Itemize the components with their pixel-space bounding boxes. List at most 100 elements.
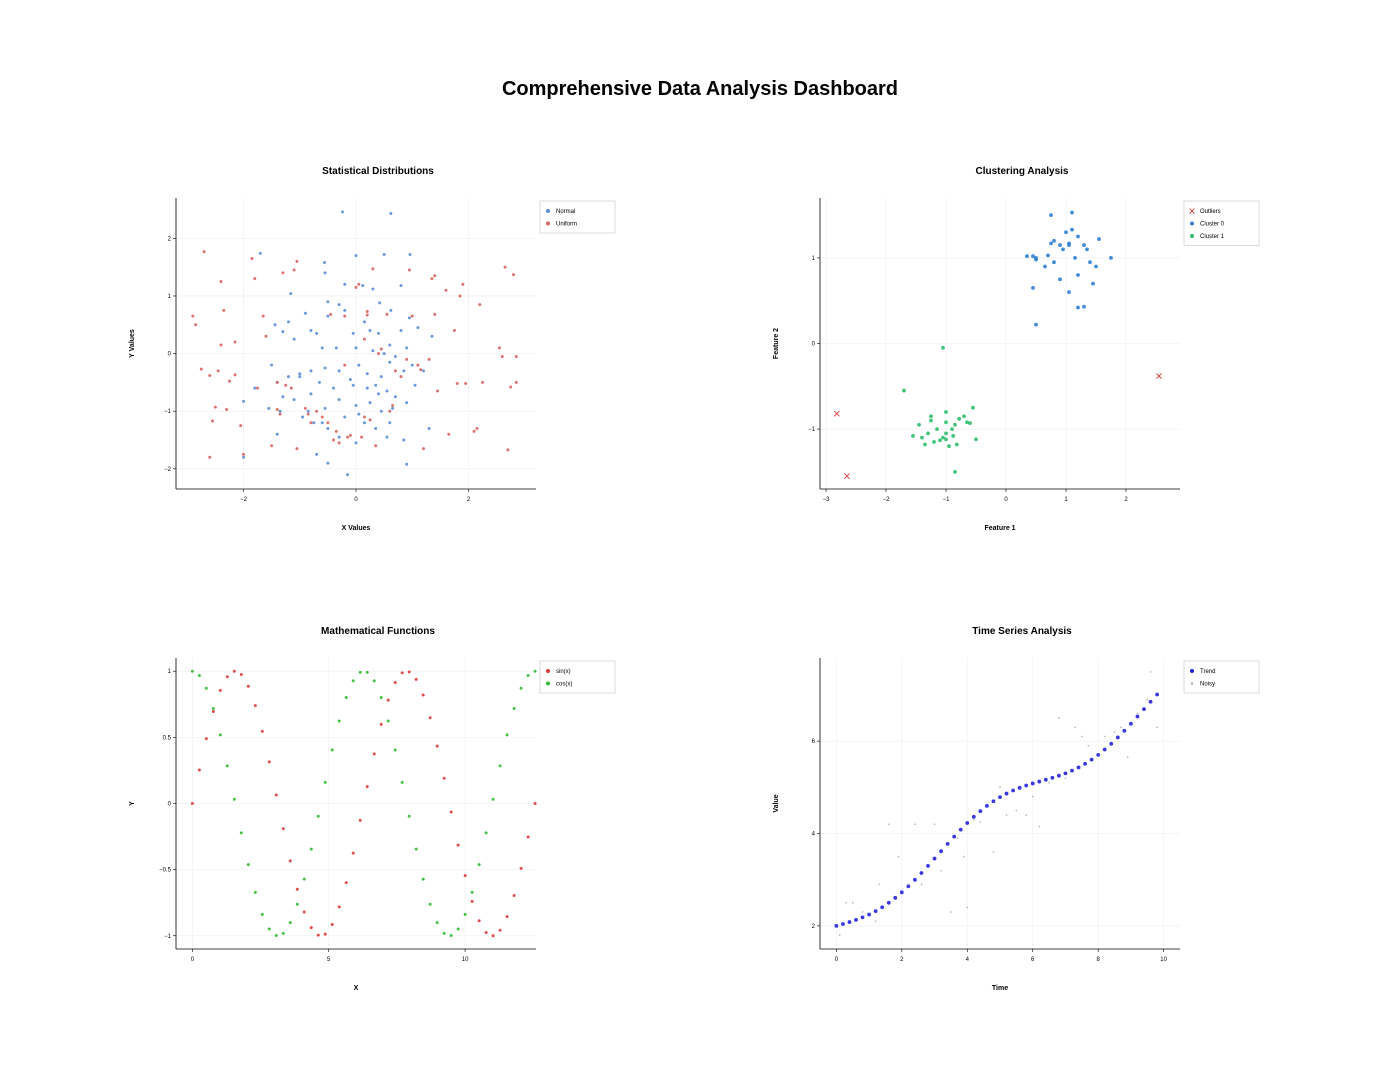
data-point [939, 849, 943, 854]
data-point [414, 847, 418, 851]
data-point [512, 894, 516, 898]
data-point [935, 427, 939, 431]
data-point [301, 415, 305, 419]
data-point [926, 431, 930, 436]
data-point [966, 906, 969, 909]
data-point [965, 821, 970, 825]
data-point [463, 912, 467, 916]
legend-marker-uniform [546, 221, 550, 226]
data-point [211, 709, 215, 713]
data-point [362, 421, 366, 425]
data-point [362, 337, 366, 341]
legend-box [1183, 660, 1260, 694]
data-point [253, 386, 257, 390]
data-point [232, 669, 236, 673]
data-point [344, 881, 348, 885]
data-point [941, 435, 945, 440]
data-point [941, 345, 945, 350]
data-point [351, 679, 355, 683]
data-point [343, 363, 347, 367]
data-point [1037, 779, 1042, 784]
data-point [213, 405, 217, 409]
data-point [1087, 744, 1090, 747]
data-point [992, 851, 995, 853]
data-point [860, 915, 865, 920]
y-tick-label: −1 [164, 934, 172, 940]
data-point [344, 695, 348, 699]
data-point [329, 312, 333, 316]
data-point [400, 780, 404, 784]
data-point [242, 399, 245, 403]
data-point [952, 834, 957, 839]
data-point [362, 415, 366, 419]
data-point [838, 934, 841, 937]
data-point [461, 282, 465, 286]
data-point [377, 352, 380, 356]
x-tick-label: −2 [883, 497, 891, 503]
data-point [405, 357, 409, 361]
data-point [399, 284, 403, 288]
data-point [940, 869, 942, 872]
data-point [491, 797, 495, 801]
data-point [919, 871, 924, 875]
data-point [405, 401, 409, 405]
data-point [270, 363, 274, 367]
y-tick-label: 1 [168, 669, 172, 675]
data-point [227, 379, 231, 383]
data-point [435, 921, 439, 925]
data-point [430, 277, 434, 281]
data-point [929, 418, 933, 423]
legend-box [539, 660, 616, 694]
data-point [361, 284, 365, 288]
data-point [374, 383, 378, 387]
data-point [399, 329, 403, 333]
data-point [1049, 241, 1053, 246]
data-point [365, 310, 369, 314]
y-axis-label: Feature 2 [773, 328, 780, 359]
data-point [968, 421, 972, 425]
data-point [323, 932, 327, 936]
data-point [382, 252, 386, 256]
data-point [326, 300, 330, 304]
data-point [218, 688, 222, 692]
data-point [845, 901, 848, 904]
data-point [1156, 726, 1158, 729]
data-point [861, 911, 864, 913]
outlier-point [833, 410, 840, 417]
data-point [998, 795, 1002, 800]
data-point [1136, 712, 1139, 715]
data-point [449, 934, 453, 938]
data-point [242, 455, 245, 459]
data-point [295, 902, 299, 906]
data-point [298, 375, 302, 379]
data-point [242, 452, 245, 456]
x-tick-label: 10 [462, 957, 469, 963]
data-point [906, 884, 911, 889]
data-point [430, 334, 434, 338]
legend-marker-normal [546, 209, 550, 213]
data-point [1089, 757, 1094, 762]
data-point [932, 856, 937, 861]
data-point [357, 363, 361, 367]
data-point [204, 686, 208, 690]
data-point [351, 851, 355, 855]
data-point [323, 261, 326, 265]
data-point [343, 314, 347, 318]
data-point [899, 890, 904, 895]
data-point [433, 274, 437, 278]
data-point [388, 360, 392, 364]
data-point [514, 380, 518, 384]
data-point [1005, 814, 1008, 816]
data-point [306, 409, 310, 413]
data-point [1043, 777, 1048, 782]
data-point [330, 748, 334, 752]
data-point [372, 679, 376, 683]
data-point [337, 719, 341, 723]
data-point [999, 786, 1001, 789]
legend-box [539, 200, 616, 234]
data-point [391, 403, 395, 407]
data-point [1080, 735, 1083, 738]
data-point [478, 303, 482, 307]
data-point [326, 421, 330, 425]
data-point [1070, 210, 1074, 215]
